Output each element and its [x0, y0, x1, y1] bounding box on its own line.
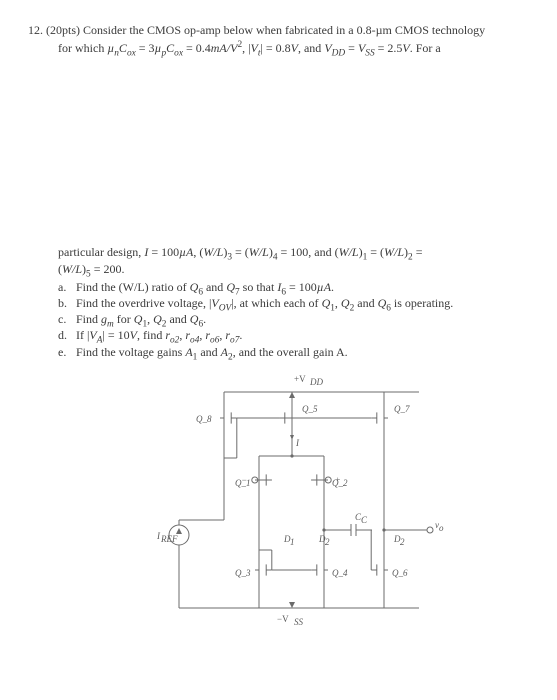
part-letter: d. [58, 327, 76, 343]
question-number: 12. [28, 23, 43, 37]
design-line-2: (W/L)5 = 200. [28, 261, 529, 277]
svg-text:Q_6: Q_6 [392, 568, 408, 578]
circuit-figure: +VDD−VSSQ_8Q_5Q_7IREFQ_1Q_2−+IQ_3Q_4D1D2… [28, 370, 529, 630]
part-letter: b. [58, 295, 76, 311]
svg-text:Q_3: Q_3 [235, 568, 251, 578]
svg-text:−V: −V [277, 614, 289, 624]
design-line-1: particular design, I = 100µA, (W/L)3 = (… [28, 244, 529, 260]
part-a: a. Find the (W/L) ratio of Q6 and Q7 so … [58, 279, 529, 295]
part-e: e. Find the voltage gains A1 and A2, and… [58, 344, 529, 360]
svg-text:REF: REF [160, 534, 178, 544]
problem-stem-line2: for which µnCox = 3µpCox = 0.4mA/V2, |Vt… [28, 40, 529, 56]
part-text: Find the overdrive voltage, |VOV|, at wh… [76, 295, 529, 311]
part-text: Find the voltage gains A1 and A2, and th… [76, 344, 529, 360]
part-letter: c. [58, 311, 76, 327]
svg-text:+: + [335, 475, 340, 485]
part-text: Find the (W/L) ratio of Q6 and Q7 so tha… [76, 279, 529, 295]
part-letter: a. [58, 279, 76, 295]
svg-text:1: 1 [290, 537, 295, 547]
svg-text:Q_4: Q_4 [332, 568, 348, 578]
svg-text:C: C [361, 515, 368, 525]
stem-prefix: for which [58, 41, 107, 55]
part-b: b. Find the overdrive voltage, |VOV|, at… [58, 295, 529, 311]
svg-text:SS: SS [294, 617, 304, 627]
points: (20pts) [46, 23, 80, 37]
svg-text:Q_5: Q_5 [302, 404, 318, 414]
part-text: Find gm for Q1, Q2 and Q6. [76, 311, 529, 327]
svg-text:I: I [295, 438, 300, 448]
parts-list: a. Find the (W/L) ratio of Q6 and Q7 so … [28, 279, 529, 360]
part-text: If |VA| = 10V, find ro2, ro4, ro6, ro7. [76, 327, 529, 343]
part-d: d. If |VA| = 10V, find ro2, ro4, ro6, ro… [58, 327, 529, 343]
opamp-schematic: +VDD−VSSQ_8Q_5Q_7IREFQ_1Q_2−+IQ_3Q_4D1D2… [109, 370, 449, 630]
part-c: c. Find gm for Q1, Q2 and Q6. [58, 311, 529, 327]
svg-text:o: o [439, 523, 444, 533]
svg-text:DD: DD [309, 377, 323, 387]
svg-text:+V: +V [294, 374, 306, 384]
svg-text:2: 2 [325, 537, 330, 547]
svg-text:−: − [241, 475, 246, 485]
svg-text:Q_8: Q_8 [196, 414, 212, 424]
problem-stem-line1: 12. (20pts) Consider the CMOS op-amp bel… [28, 22, 529, 38]
vertical-gap [28, 56, 529, 244]
svg-text:2: 2 [400, 537, 405, 547]
stem-text-1: Consider the CMOS op-amp below when fabr… [83, 23, 485, 37]
svg-text:Q_7: Q_7 [394, 404, 410, 414]
part-letter: e. [58, 344, 76, 360]
